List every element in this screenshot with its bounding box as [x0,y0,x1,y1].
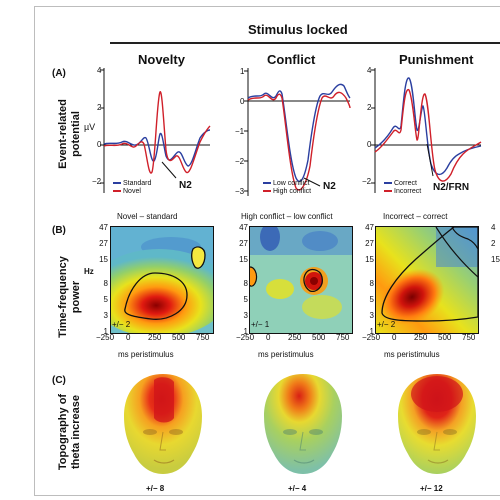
erp-conflict-legend: Low conflict High conflict [263,180,311,196]
erp-novelty-ytick: 4 [97,66,102,75]
erp-unit-label: µV [84,122,96,132]
panel-label-c: (C) [52,375,66,386]
tf-novelty-time-axis: −250 0 250 500 750 [96,333,210,342]
erp-novelty-ytick: −2 [92,177,102,186]
erp-punishment-legend: Correct Incorrect [384,180,421,196]
topo-punishment-scale: +/− 12 [420,484,443,493]
panel-label-a: (A) [52,68,66,79]
erp-punishment-ytick: −2 [362,177,372,186]
erp-punishment-plot [371,68,482,193]
column-title-punishment: Punishment [399,52,474,67]
tf-contrast-conflict: High conflict – low conflict [241,212,333,221]
tf-conflict-time-axis: −250 0 250 500 750 [236,333,350,342]
erp-conflict-ytick: 0 [240,97,245,106]
erp-punishment-ytick: 0 [367,140,372,149]
erp-punishment-correct-trace [374,77,482,175]
erp-novelty-ytick: 2 [97,103,102,112]
tf-punishment-scale: +/− 2 [377,320,396,329]
erp-punishment-ytick: 2 [367,103,372,112]
right-edge-tick: 4 [491,223,496,232]
topo-head-punishment [398,374,476,474]
erp-conflict-high-trace [247,91,351,191]
tf-punishment-heatmap [375,226,479,334]
figure-frame [34,6,500,496]
tf-conflict-xlabel: ms peristimulus [258,350,314,359]
right-edge-tick: 2 [491,239,496,248]
tf-novelty-xlabel: ms peristimulus [118,350,174,359]
tf-hz-label: Hz [84,267,94,276]
erp-novelty-component: N2 [179,180,192,191]
tf-contrast-punishment: Incorrect – correct [383,212,448,221]
erp-novelty-standard-trace [103,129,211,167]
figure-header: Stimulus locked [248,22,348,37]
right-edge-tick: 15 [491,255,500,264]
row-label-topo: Topography of theta increase [57,393,82,471]
erp-novelty-legend: Standard Novel [113,180,151,196]
erp-novelty-novel-trace [103,91,211,174]
erp-conflict-component: N2 [323,181,336,192]
column-title-novelty: Novelty [138,52,185,67]
erp-punishment-component: N2/FRN [433,182,470,193]
topo-novelty-scale: +/− 8 [146,484,165,493]
tf-conflict-scale: +/− 1 [251,320,270,329]
topo-conflict-scale: +/− 4 [288,484,307,493]
tf-contrast-novelty: Novel – standard [117,212,178,221]
tf-novelty-heatmap [110,226,214,334]
tf-conflict-freq-axis: 47 27 15 8 5 3 1 [239,223,248,336]
erp-conflict-ytick: −3 [235,187,245,196]
column-title-conflict: Conflict [267,52,316,67]
tf-punishment-freq-axis: 47 27 15 8 5 3 1 [365,223,374,336]
topo-head-novelty [124,374,202,474]
row-label-erp: Event-related potential [57,99,82,169]
tf-conflict-heatmap [249,226,353,334]
erp-conflict-ytick: 1 [240,67,245,76]
tf-punishment-xlabel: ms peristimulus [384,350,440,359]
header-rule [110,42,500,44]
erp-conflict-ytick: −2 [235,157,245,166]
erp-conflict-ytick: −1 [235,127,245,136]
erp-novelty-plot [100,68,211,193]
erp-novelty-ytick: 0 [97,140,102,149]
erp-punishment-incorrect-trace [374,89,482,182]
row-label-tf: Time-frequency power [57,256,82,338]
tf-punishment-time-axis: −250 0 250 500 750 [362,333,476,342]
erp-conflict-plot [244,68,351,196]
erp-conflict-low-trace [247,83,351,183]
erp-punishment-ytick: 4 [367,66,372,75]
panel-label-b: (B) [52,225,66,236]
tf-novelty-freq-axis: 47 27 15 8 5 3 1 [99,223,108,336]
tf-novelty-scale: +/− 2 [112,320,131,329]
topo-head-conflict [264,374,342,474]
